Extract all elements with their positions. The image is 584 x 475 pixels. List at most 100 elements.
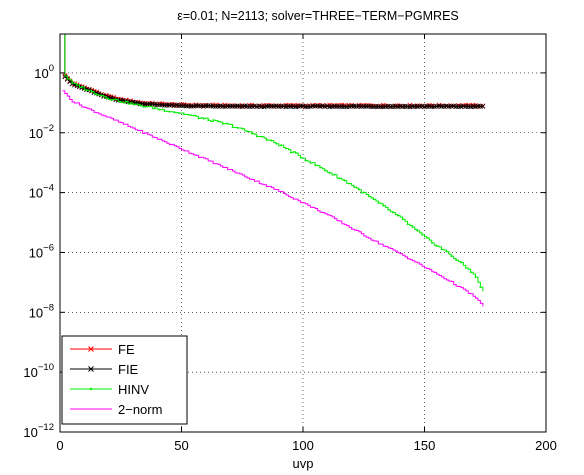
y-tick-label: 10−4	[29, 183, 54, 201]
series-marker	[289, 151, 292, 154]
series-marker	[299, 156, 302, 159]
series-marker	[372, 198, 375, 201]
series-marker	[149, 105, 151, 108]
series-marker	[338, 177, 341, 180]
series-layer	[60, 11, 486, 307]
x-tick-label: 50	[174, 438, 188, 453]
series-marker	[134, 103, 137, 106]
series-marker	[221, 122, 224, 125]
series-marker	[66, 77, 69, 80]
legend-entry: 2−norm	[70, 402, 162, 417]
series-marker	[455, 259, 457, 262]
series-marker	[197, 117, 200, 120]
series-marker	[333, 173, 336, 176]
series-marker	[382, 204, 385, 207]
chart-title: ε=0.01; N=2113; solver=THREE−TERM−PGMRES	[177, 9, 459, 23]
series-marker	[377, 202, 380, 204]
series-marker	[246, 130, 249, 133]
series-marker	[168, 110, 171, 113]
series-marker	[285, 147, 287, 150]
series-marker	[396, 214, 399, 217]
series-marker	[328, 172, 331, 174]
ticks: 0 50 100 150 200 100 10−2 10−4 10−6 10−8 10−10 10−1…	[23, 34, 557, 453]
legend-marker	[88, 346, 94, 352]
legend: FE FIE HINV 2−norm	[61, 335, 188, 425]
series-marker	[178, 112, 180, 114]
series-fe	[62, 34, 486, 110]
series-marker	[62, 12, 64, 14]
series-marker	[95, 93, 98, 96]
series-marker	[90, 90, 93, 93]
series-marker	[153, 107, 156, 109]
series-line	[64, 34, 484, 108]
series-marker	[460, 261, 462, 264]
series-marker	[440, 248, 443, 251]
series-marker	[367, 195, 370, 198]
y-tick-label: 100	[34, 63, 54, 81]
series-line	[64, 34, 484, 108]
series-marker	[100, 94, 103, 97]
series-marker	[192, 114, 195, 117]
legend-label: FE	[118, 342, 135, 357]
series-marker	[114, 98, 117, 101]
series-marker	[202, 117, 205, 120]
series-marker	[173, 111, 176, 114]
series-marker	[226, 123, 229, 125]
legend-label: HINV	[118, 382, 149, 397]
series-marker	[270, 139, 273, 142]
series-marker	[255, 135, 258, 138]
series-marker	[411, 226, 414, 228]
series-marker	[392, 211, 394, 214]
series-marker	[217, 120, 219, 123]
series-marker	[110, 98, 112, 101]
series-fie	[60, 11, 486, 110]
legend-box	[61, 335, 188, 425]
series-marker	[304, 159, 307, 162]
x-tick-label: 150	[414, 438, 436, 453]
series-marker	[207, 119, 210, 122]
legend-marker	[88, 366, 94, 372]
series-marker	[416, 229, 419, 232]
y-tick-label: 10−6	[29, 242, 54, 260]
series-marker	[464, 267, 467, 269]
series-marker	[353, 186, 355, 189]
series-marker	[421, 233, 423, 236]
series-line	[64, 34, 484, 292]
y-tick-label: 10−10	[23, 362, 54, 380]
series-marker	[85, 89, 88, 92]
series-marker	[158, 108, 161, 111]
legend-entry: HINV	[70, 382, 149, 397]
y-tick-label: 10−2	[29, 123, 54, 141]
series-marker	[80, 85, 83, 88]
legend-label: 2−norm	[118, 402, 162, 417]
series-marker	[212, 119, 214, 122]
series-marker	[323, 169, 326, 172]
series-marker	[60, 11, 64, 15]
series-marker	[450, 255, 453, 258]
series-marker	[231, 126, 234, 129]
series-marker	[430, 241, 433, 244]
series-marker	[319, 166, 321, 169]
series-marker	[348, 182, 351, 185]
legend-entry: FE	[70, 342, 135, 357]
legend-entry: FIE	[70, 362, 139, 377]
series-line	[62, 90, 484, 307]
series-marker	[480, 103, 486, 109]
series-marker	[265, 139, 268, 141]
series-marker	[387, 208, 389, 211]
series-marker	[479, 286, 482, 289]
series-marker	[241, 127, 244, 130]
series-marker	[275, 142, 278, 145]
series-hinv	[62, 12, 484, 292]
series-marker	[76, 84, 78, 86]
series-marker	[435, 245, 438, 247]
series-2-norm	[62, 90, 484, 307]
series-marker	[187, 113, 190, 116]
x-tick-label: 0	[56, 438, 63, 453]
series-marker	[129, 102, 132, 104]
series-marker	[71, 82, 74, 84]
series-marker	[260, 135, 263, 138]
series-marker	[105, 97, 108, 100]
x-tick-label: 200	[535, 438, 557, 453]
